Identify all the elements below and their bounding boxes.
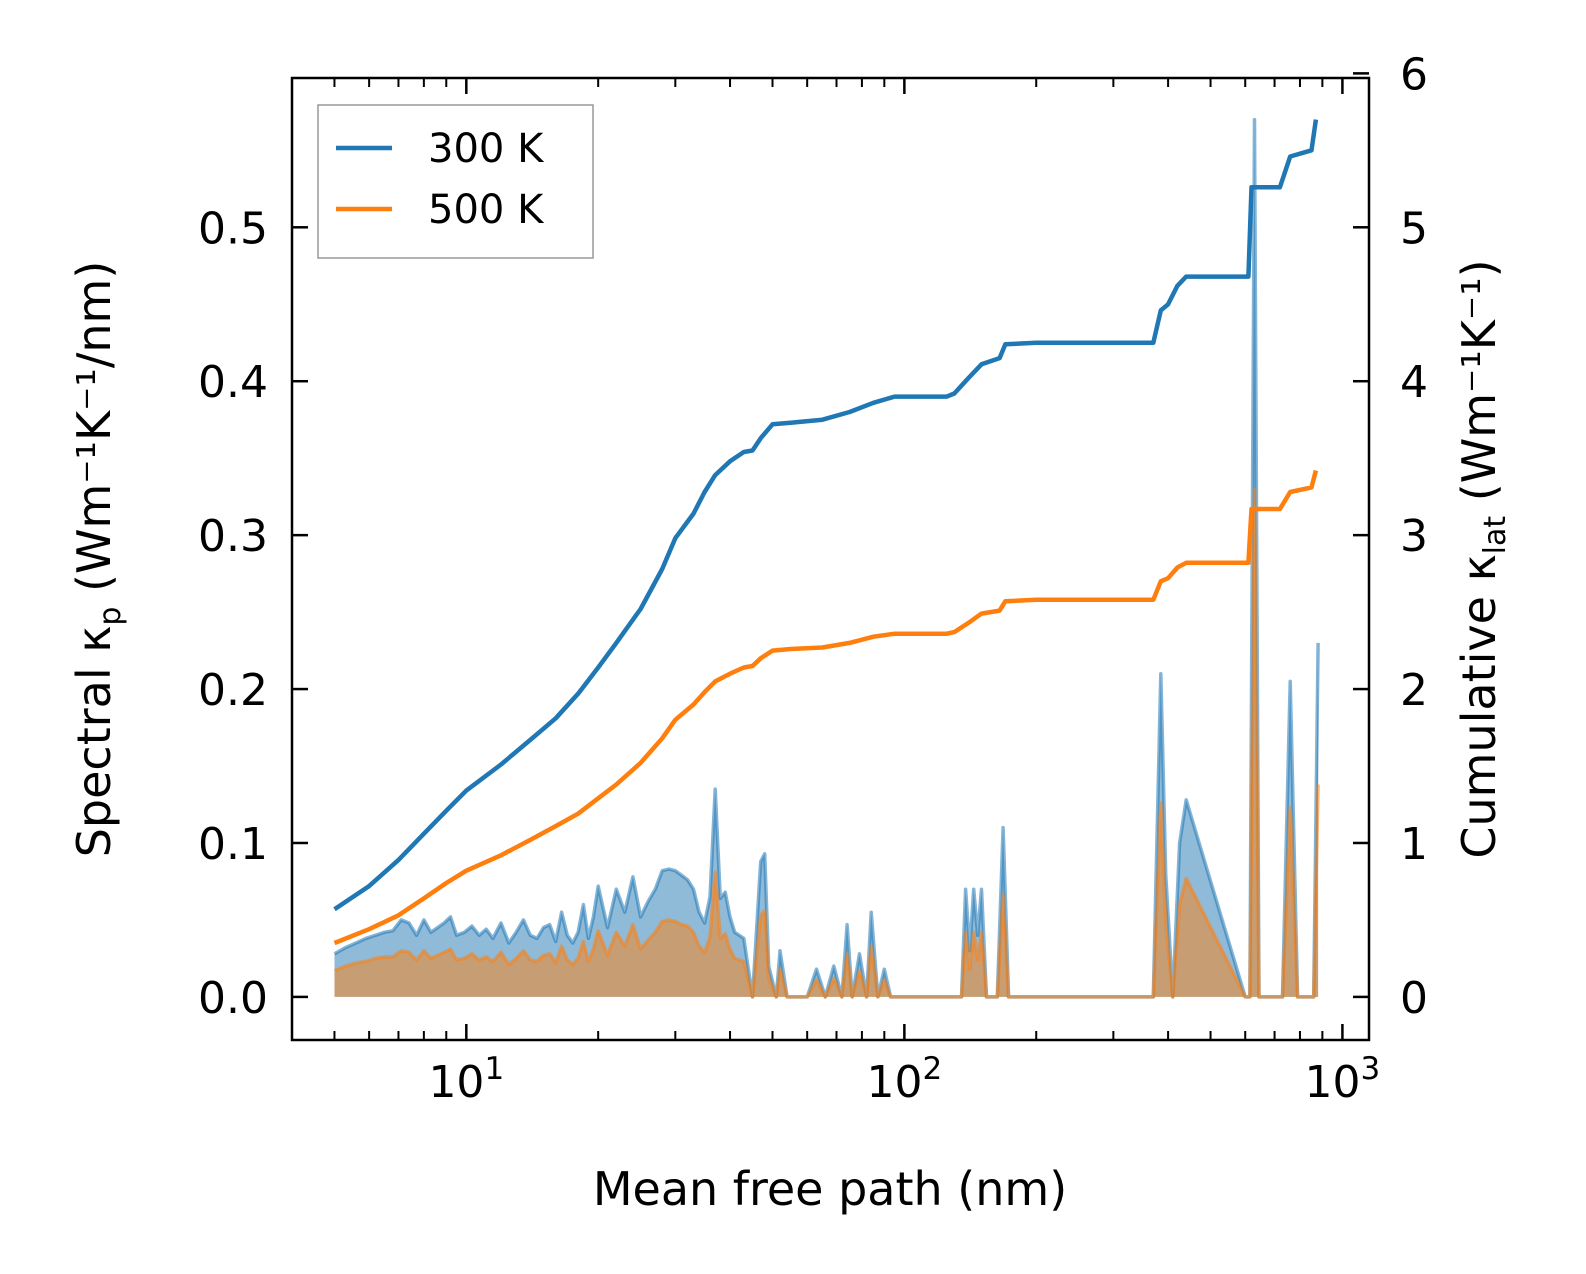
y-left-tick-label: 0.4: [198, 357, 268, 408]
y-left-title-subscript: p: [93, 607, 128, 626]
spectral-layer: [333, 117, 1320, 999]
cumulative-line-300k: [333, 119, 1319, 912]
legend-label-300k: 300 K: [428, 126, 545, 172]
y-left-tick-label: 0.1: [198, 819, 268, 870]
legend-label-500k: 500 K: [428, 187, 545, 233]
y-left-title-prefix: Spectral κ: [67, 626, 121, 858]
cumulative-layer: [333, 119, 1319, 946]
y-left-tick-label: 0.0: [198, 973, 268, 1024]
y-right-axis-title: Cumulative κlat (Wm⁻¹K⁻¹): [1452, 259, 1513, 858]
x-tick-label: 101: [428, 1051, 504, 1108]
y-right-tick-label: 1: [1400, 819, 1428, 870]
y-right-title-prefix: Cumulative κ: [1452, 554, 1506, 858]
y-right-tick-label: 6: [1400, 49, 1428, 100]
legend-box: [317, 104, 594, 259]
y-right-tick-label: 2: [1400, 665, 1428, 716]
y-left-tick-label: 0.2: [198, 665, 268, 716]
y-right-tick-label: 5: [1400, 203, 1428, 254]
spectral-line-500k: [333, 487, 1320, 999]
legend: 300 K 500 K: [317, 104, 594, 259]
y-left-axis-title: Spectral κp (Wm⁻¹K⁻¹/nm): [67, 261, 128, 858]
y-right-title-subscript: lat: [1478, 516, 1513, 555]
y-left-tick-label: 0.3: [198, 511, 268, 562]
ticks-layer: 101 102 103 0.0 0.1 0.2 0.3 0.4 0.5 0 1 2 3 4 5 6: [198, 49, 1428, 1108]
y-left-tick-label: 0.5: [198, 203, 268, 254]
x-tick-label: 102: [866, 1051, 942, 1108]
y-right-tick-label: 3: [1400, 511, 1428, 562]
y-right-title-suffix: (Wm⁻¹K⁻¹): [1452, 259, 1506, 515]
y-right-tick-label: 4: [1400, 357, 1428, 408]
spectral-line-300k: [333, 117, 1320, 999]
cumulative-line-500k: [333, 469, 1319, 946]
x-tick-label: 103: [1305, 1051, 1381, 1108]
y-right-tick-label: 0: [1400, 973, 1428, 1024]
y-left-title-suffix: (Wm⁻¹K⁻¹/nm): [67, 261, 121, 607]
plot-frame: [290, 76, 1371, 1042]
x-axis-title: Mean free path (nm): [593, 1162, 1067, 1216]
